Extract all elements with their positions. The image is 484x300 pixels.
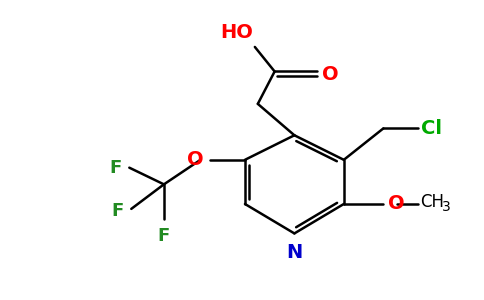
Text: 3: 3: [442, 200, 451, 214]
Text: O: O: [187, 150, 203, 169]
Text: F: F: [111, 202, 123, 220]
Text: Cl: Cl: [421, 119, 442, 138]
Text: HO: HO: [220, 23, 253, 42]
Text: F: F: [158, 226, 170, 244]
Text: CH: CH: [420, 193, 444, 211]
Text: O: O: [388, 194, 405, 214]
Text: O: O: [322, 65, 339, 84]
Text: F: F: [109, 159, 121, 177]
Text: N: N: [286, 243, 302, 262]
